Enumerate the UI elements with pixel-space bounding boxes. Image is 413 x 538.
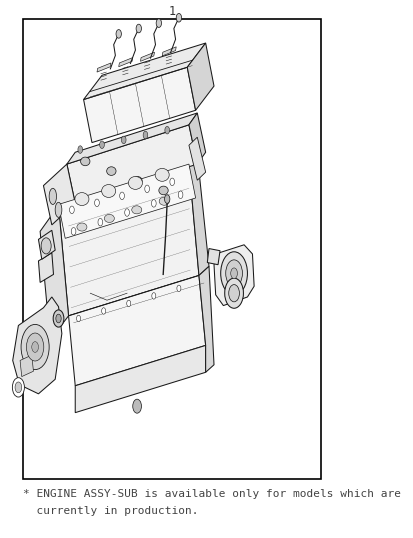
Circle shape [15, 382, 22, 393]
Ellipse shape [55, 202, 62, 217]
Ellipse shape [81, 157, 90, 166]
Ellipse shape [131, 206, 141, 214]
Circle shape [26, 333, 44, 361]
Ellipse shape [128, 176, 142, 189]
Circle shape [225, 260, 242, 287]
Text: currently in production.: currently in production. [24, 506, 198, 516]
Polygon shape [97, 63, 111, 72]
Polygon shape [75, 345, 205, 413]
Ellipse shape [159, 186, 168, 195]
Circle shape [78, 146, 83, 153]
Polygon shape [38, 230, 55, 259]
Circle shape [228, 285, 239, 302]
Circle shape [169, 178, 174, 186]
Polygon shape [162, 47, 176, 56]
Polygon shape [58, 164, 195, 238]
Circle shape [12, 378, 24, 397]
Circle shape [224, 278, 243, 308]
Polygon shape [67, 125, 197, 203]
Polygon shape [214, 245, 254, 306]
Circle shape [164, 126, 169, 134]
Circle shape [176, 13, 181, 22]
Ellipse shape [77, 223, 87, 231]
Circle shape [151, 200, 156, 207]
Circle shape [136, 24, 141, 33]
Circle shape [69, 206, 74, 214]
Circle shape [119, 192, 124, 200]
Ellipse shape [159, 197, 169, 206]
Polygon shape [187, 43, 214, 110]
Circle shape [100, 141, 104, 148]
Circle shape [230, 268, 237, 279]
Circle shape [121, 136, 126, 144]
Polygon shape [188, 137, 205, 180]
Polygon shape [119, 58, 133, 67]
Circle shape [220, 252, 247, 295]
Polygon shape [188, 155, 209, 275]
Ellipse shape [133, 176, 142, 185]
Circle shape [98, 218, 102, 226]
Polygon shape [40, 206, 69, 340]
Circle shape [143, 131, 147, 139]
Circle shape [116, 30, 121, 38]
Polygon shape [13, 297, 62, 394]
Polygon shape [83, 43, 205, 100]
Circle shape [21, 324, 49, 370]
Circle shape [95, 199, 99, 207]
Circle shape [156, 19, 161, 27]
Circle shape [178, 191, 183, 199]
Ellipse shape [104, 214, 114, 223]
Polygon shape [140, 52, 154, 61]
Polygon shape [69, 275, 205, 386]
Circle shape [32, 342, 38, 352]
Polygon shape [58, 165, 199, 316]
Bar [24, 19, 320, 479]
Circle shape [102, 308, 105, 314]
Polygon shape [67, 113, 197, 164]
Circle shape [176, 285, 180, 292]
Ellipse shape [49, 188, 57, 204]
Ellipse shape [75, 193, 89, 206]
Ellipse shape [155, 168, 169, 181]
Polygon shape [20, 355, 33, 377]
Polygon shape [38, 253, 53, 282]
Circle shape [133, 399, 141, 413]
Ellipse shape [107, 167, 116, 175]
Polygon shape [207, 249, 219, 265]
Polygon shape [43, 164, 75, 225]
Circle shape [53, 310, 64, 327]
Circle shape [124, 209, 129, 216]
Circle shape [152, 293, 155, 299]
Circle shape [164, 195, 169, 203]
Circle shape [126, 300, 131, 307]
Polygon shape [83, 67, 195, 143]
Polygon shape [58, 155, 197, 206]
Circle shape [76, 315, 81, 322]
Circle shape [41, 238, 51, 254]
Circle shape [56, 314, 61, 323]
Polygon shape [188, 113, 205, 164]
Text: 1: 1 [168, 5, 176, 18]
Polygon shape [199, 266, 214, 372]
Text: * ENGINE ASSY-SUB is available only for models which are: * ENGINE ASSY-SUB is available only for … [24, 489, 401, 499]
Circle shape [71, 228, 76, 235]
Ellipse shape [102, 185, 115, 197]
Circle shape [145, 185, 149, 193]
